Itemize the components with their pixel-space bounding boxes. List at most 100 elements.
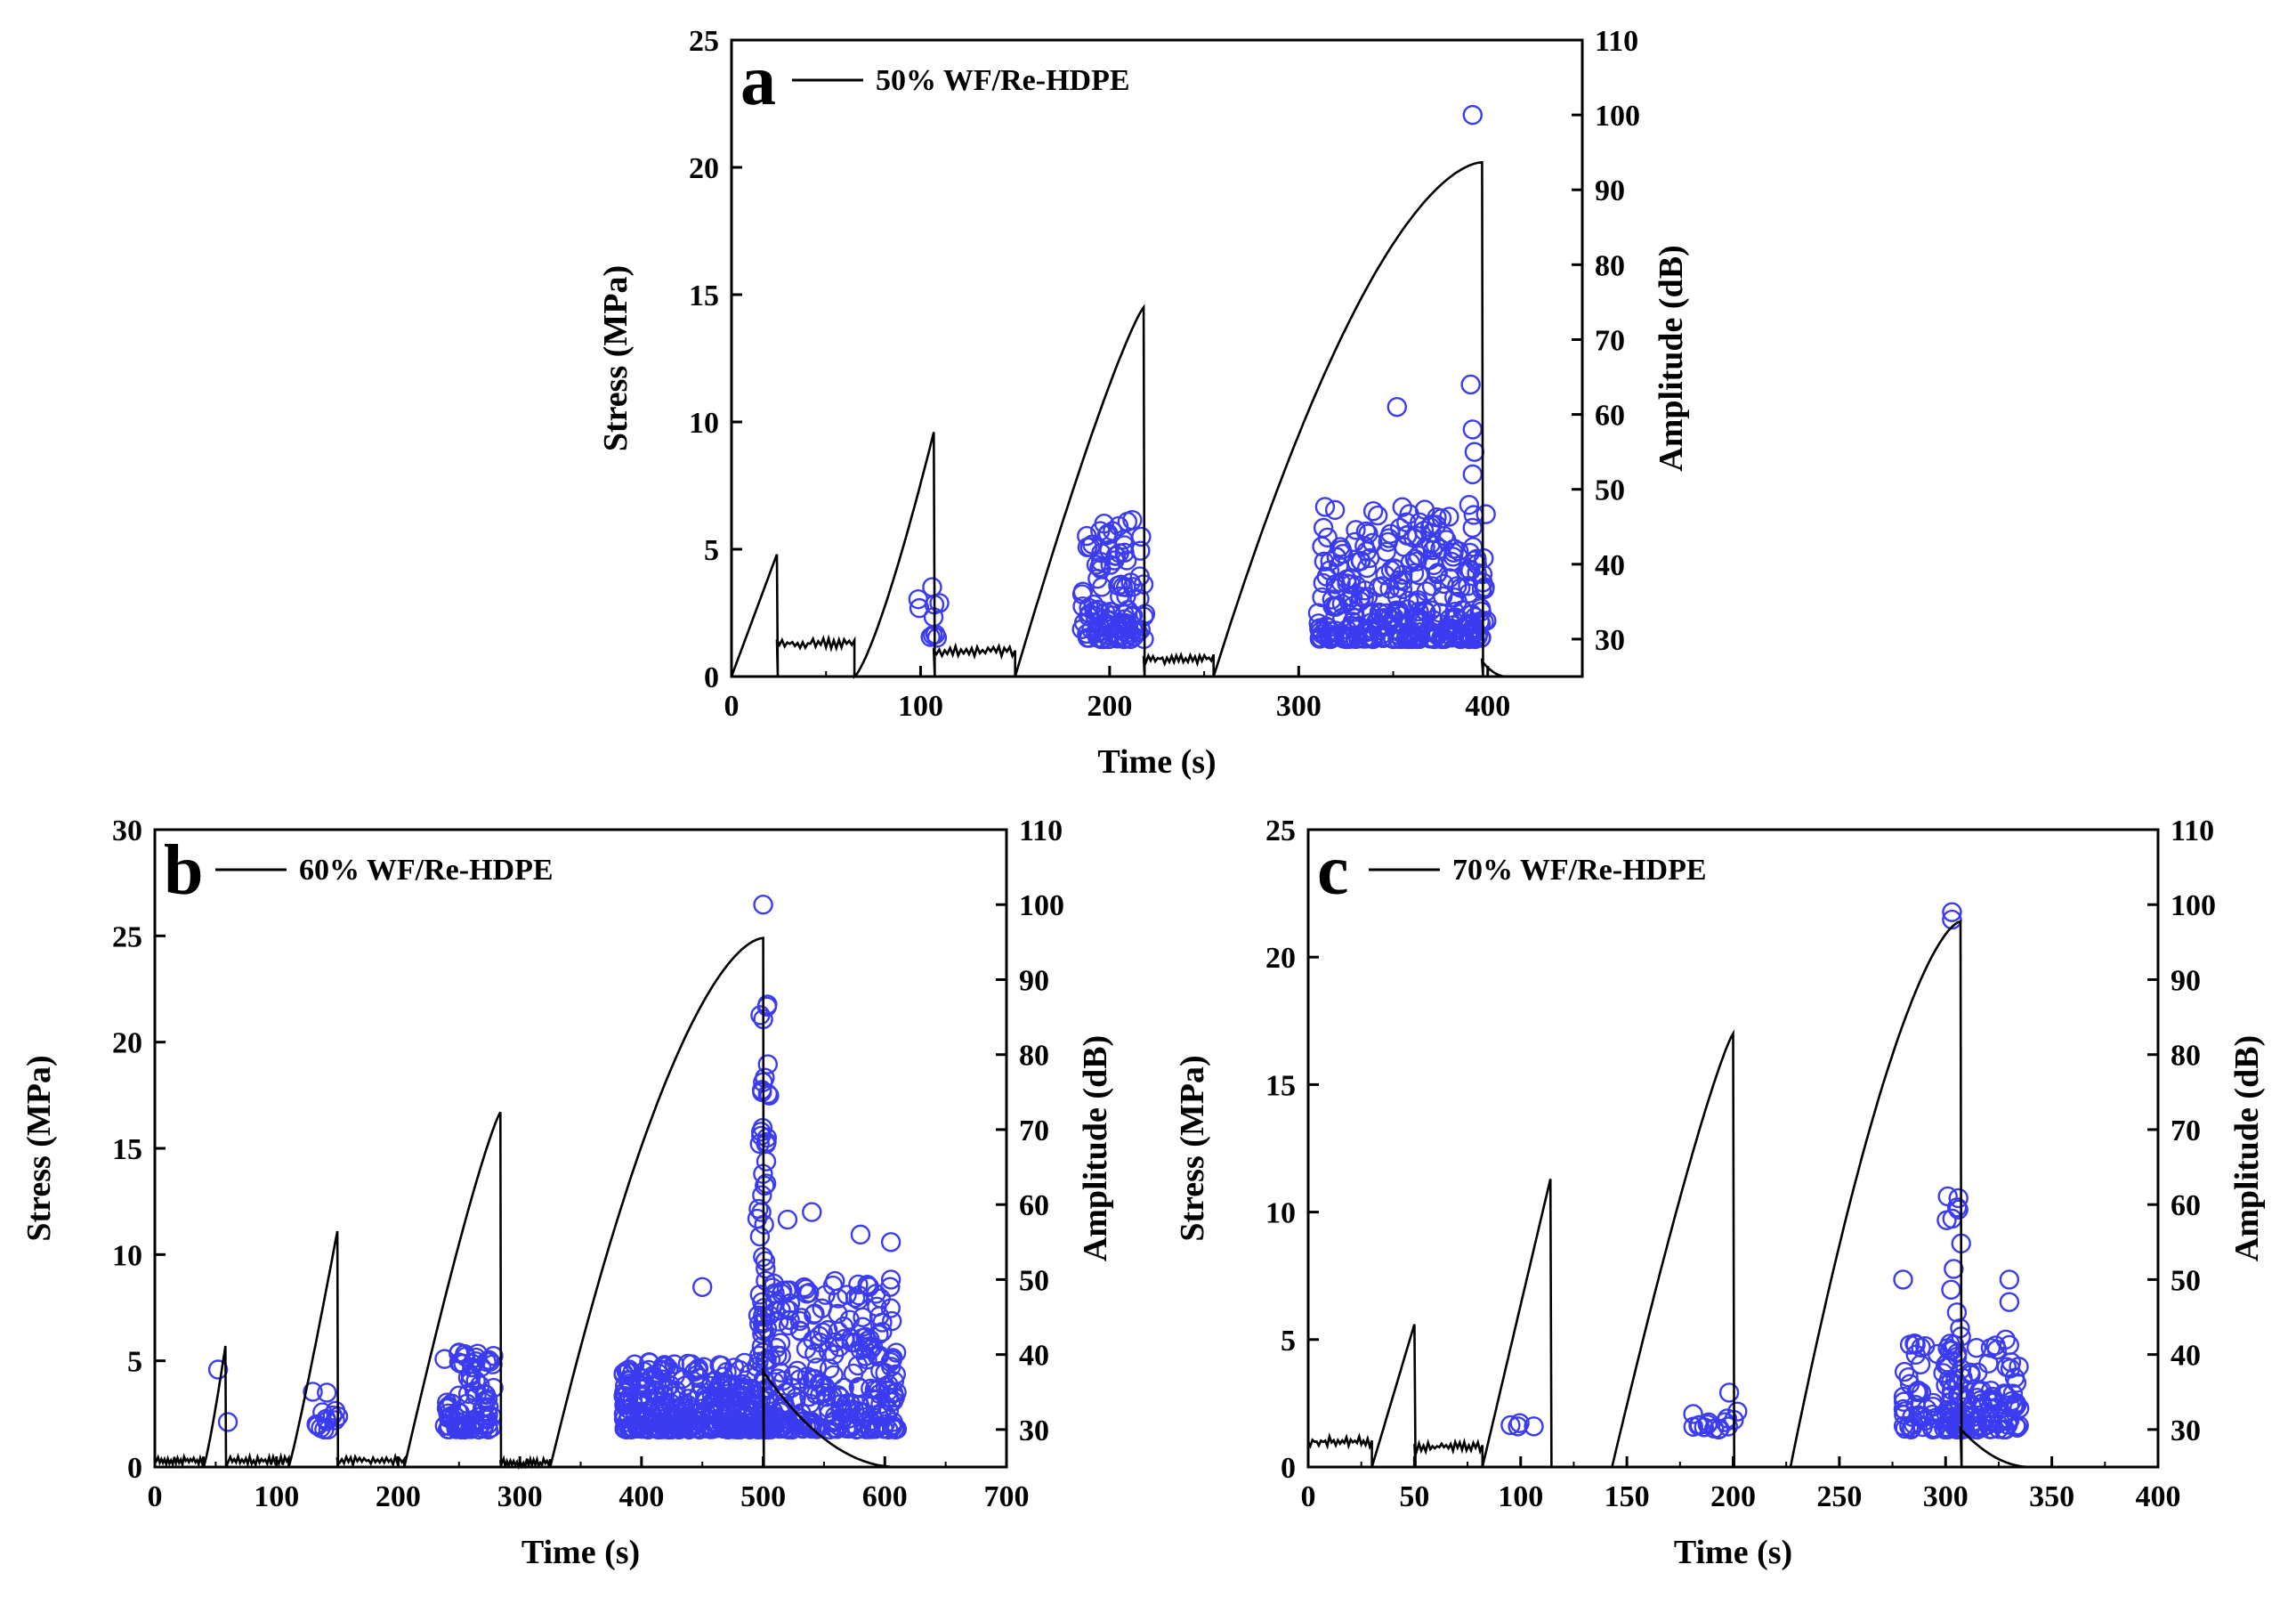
ae-point [1408, 545, 1429, 566]
ae-point [1424, 628, 1444, 650]
y2-tick-label: 50 [1019, 1264, 1049, 1297]
ae-point [1324, 499, 1346, 521]
ae-point [1356, 557, 1378, 579]
plot-frame [153, 828, 1008, 1469]
ae-point [1978, 1390, 1999, 1411]
ae-point [684, 1361, 705, 1382]
ae-point [1475, 504, 1496, 524]
ae-point [2006, 1373, 2027, 1393]
ae-point [756, 1151, 777, 1171]
ae-point [1313, 517, 1334, 539]
ae-point [703, 1401, 724, 1422]
ae-point [692, 1277, 713, 1298]
ae-point [1460, 374, 1481, 395]
ae-point [819, 1419, 840, 1440]
stress-curve [730, 160, 1507, 679]
ae-point [1394, 537, 1414, 557]
ae-point [1434, 525, 1455, 547]
ae-point [1898, 1366, 1919, 1388]
y2-tick-label: 110 [2171, 815, 2214, 847]
ae-point [1367, 505, 1388, 526]
ae-point [866, 1284, 886, 1304]
ae-point [674, 1403, 694, 1423]
ae-point [1979, 1398, 2001, 1419]
ae-point [1996, 1357, 2017, 1377]
ae-point [909, 597, 930, 619]
x-tick-label: 300 [1276, 690, 1322, 723]
ae-point [837, 1285, 857, 1305]
ae-point [1086, 555, 1107, 575]
ae-point [1423, 622, 1443, 644]
y2-tick-label: 80 [1595, 249, 1625, 282]
ae-point [760, 1349, 781, 1370]
ae-point [1433, 586, 1453, 607]
ae-point [1914, 1411, 1935, 1431]
ae-point [1386, 600, 1407, 620]
y2-tick-label: 40 [1595, 549, 1625, 582]
y-axis-title: Stress (MPa) [1174, 1055, 1211, 1241]
ae-point [1453, 625, 1474, 645]
ae-point [1314, 551, 1335, 572]
y-tick-label: 0 [1281, 1452, 1296, 1485]
ae-point [869, 1324, 889, 1345]
ae-point [473, 1398, 493, 1419]
y2-tick-label: 100 [1595, 100, 1640, 133]
y2-tick-label: 70 [1595, 324, 1625, 357]
ae-point [845, 1287, 866, 1309]
ae-point [755, 1251, 776, 1271]
ae-point [848, 1274, 869, 1295]
ae-scatter-series [1500, 902, 2030, 1440]
y2-tick-label: 30 [1595, 624, 1625, 657]
y-tick-label: 5 [127, 1346, 142, 1379]
ae-point [1326, 547, 1346, 567]
ae-point [653, 1384, 674, 1405]
ae-point [1351, 550, 1371, 571]
ae-point [1355, 521, 1377, 542]
ae-point [788, 1406, 808, 1428]
ae-point [1387, 628, 1408, 649]
x-tick-label: 400 [1465, 690, 1510, 723]
ae-point [727, 1399, 748, 1420]
ae-point [814, 1376, 836, 1397]
ae-point [1111, 612, 1131, 634]
ae-point [709, 1355, 730, 1375]
ae-point [1346, 575, 1367, 596]
ae-point [883, 1390, 904, 1412]
x-tick-label: 150 [1605, 1480, 1650, 1513]
ae-point [1500, 1415, 1521, 1436]
ae-point [1465, 620, 1486, 641]
plot-frame [730, 38, 1584, 678]
y-tick-label: 10 [112, 1239, 142, 1272]
y-tick-label: 20 [112, 1027, 142, 1060]
ae-point [749, 1133, 770, 1155]
y2-tick-label: 100 [2171, 889, 2216, 922]
x-axis-title: Time (s) [1097, 743, 1216, 781]
panel-label: b [164, 831, 204, 910]
y-tick-label: 20 [1265, 942, 1296, 975]
y2-tick-label: 60 [1595, 400, 1625, 433]
ae-point [1342, 587, 1363, 608]
ae-point [1332, 607, 1353, 628]
ae-point [1327, 596, 1348, 616]
y2-tick-label: 60 [1019, 1189, 1049, 1222]
ae-point [1467, 548, 1487, 570]
ae-point [1315, 616, 1337, 636]
ae-point [1107, 628, 1128, 649]
ae-point [802, 1202, 822, 1222]
ae-point [1386, 396, 1408, 417]
ae-point [755, 1175, 775, 1196]
ae-point [756, 1173, 777, 1194]
ae-point [1524, 1416, 1544, 1437]
ae-point [666, 1385, 686, 1406]
x-tick-label: 200 [1087, 690, 1132, 723]
ae-scatter-series [908, 104, 1497, 650]
stress-curve [1306, 920, 2031, 1469]
ae-point [791, 1403, 812, 1423]
x-axis-title: Time (s) [521, 1534, 640, 1571]
x-tick-label: 700 [984, 1480, 1030, 1513]
y2-tick-label: 40 [1019, 1340, 1049, 1373]
x-tick-label: 0 [148, 1480, 163, 1513]
ae-point [750, 1005, 771, 1025]
ae-point [1439, 507, 1459, 527]
